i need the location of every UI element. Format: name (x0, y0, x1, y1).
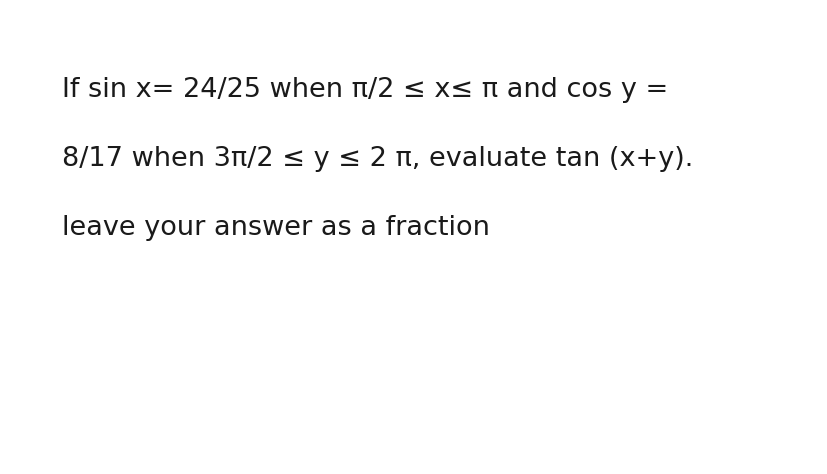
Text: 8/17 when 3π/2 ≤ y ≤ 2 π, evaluate tan (x+y).: 8/17 when 3π/2 ≤ y ≤ 2 π, evaluate tan (… (62, 146, 692, 172)
Text: leave your answer as a fraction: leave your answer as a fraction (62, 215, 490, 240)
Text: If sin x= 24/25 when π/2 ≤ x≤ π and cos y =: If sin x= 24/25 when π/2 ≤ x≤ π and cos … (62, 77, 667, 103)
